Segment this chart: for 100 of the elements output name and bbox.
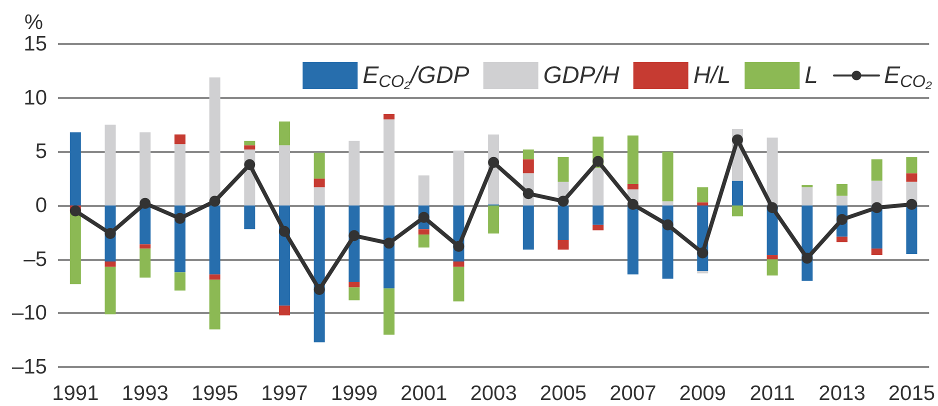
y-tick-label: 5 — [35, 140, 47, 164]
x-tick-label: 2005 — [540, 382, 587, 405]
point — [140, 198, 151, 209]
bar — [662, 152, 674, 202]
bar — [384, 114, 395, 120]
point — [314, 284, 325, 295]
bar — [766, 138, 778, 206]
y-tick-label: –5 — [24, 248, 47, 271]
point — [836, 214, 848, 225]
legend-label: H/L — [693, 62, 731, 89]
point — [488, 156, 500, 168]
bar — [209, 77, 220, 206]
point — [592, 156, 604, 167]
bar — [244, 145, 256, 150]
bar — [906, 173, 918, 182]
bar — [697, 202, 708, 206]
x-tick-label: 2001 — [400, 382, 448, 405]
bar — [209, 280, 220, 330]
bar — [174, 144, 186, 206]
x-tick-label: 1993 — [122, 382, 168, 405]
point — [766, 202, 778, 214]
bar — [592, 206, 604, 225]
bar — [314, 206, 325, 342]
point — [522, 188, 534, 200]
bar — [766, 255, 778, 260]
bar — [732, 206, 743, 216]
x-tick-label: 1999 — [330, 382, 378, 405]
point — [418, 212, 430, 223]
bar — [662, 201, 674, 206]
bar — [174, 134, 186, 144]
point — [662, 219, 674, 230]
y-tick-label: 0 — [35, 194, 47, 217]
bar — [104, 266, 116, 314]
bar — [627, 184, 638, 190]
point — [104, 228, 116, 239]
y-tick-label: 15 — [24, 32, 47, 56]
point — [279, 226, 290, 237]
point — [174, 212, 186, 224]
bar — [104, 124, 116, 206]
bar — [522, 206, 534, 250]
bar — [488, 206, 500, 234]
y-tick-label: –10 — [12, 302, 47, 325]
bar — [209, 206, 220, 274]
bar — [384, 288, 395, 335]
bar — [766, 259, 778, 276]
bar — [453, 266, 464, 302]
x-tick-label: 2003 — [470, 382, 517, 405]
bar — [627, 136, 638, 184]
bar — [314, 152, 325, 179]
bar — [384, 119, 395, 206]
point — [627, 198, 638, 210]
bar — [697, 187, 708, 202]
bar — [278, 122, 290, 146]
bar — [104, 261, 116, 267]
bar — [140, 244, 151, 249]
bar — [418, 229, 430, 235]
bar — [627, 206, 638, 274]
x-tick-label: 1997 — [261, 382, 308, 405]
x-tick-label: 2015 — [888, 382, 936, 405]
bar — [418, 175, 430, 206]
bar — [522, 150, 534, 160]
x-tick-label: 1995 — [191, 382, 238, 405]
bar — [418, 234, 430, 248]
x-tick-label: 2011 — [750, 382, 795, 405]
bar — [558, 240, 569, 250]
point — [558, 196, 569, 207]
bar — [278, 306, 290, 316]
bar — [906, 206, 918, 254]
bar — [871, 180, 882, 206]
bar — [836, 196, 848, 206]
bar — [278, 145, 290, 206]
bar — [871, 248, 882, 256]
point — [802, 252, 813, 264]
point — [70, 205, 81, 216]
bar — [906, 157, 918, 174]
bar — [348, 140, 360, 206]
x-tick-label: 2013 — [818, 382, 866, 405]
bar — [522, 159, 534, 174]
bar — [453, 150, 464, 206]
bar — [209, 274, 220, 280]
bar — [348, 282, 360, 288]
y-tick-label: –15 — [12, 356, 47, 378]
x-tick-label: 2007 — [610, 382, 656, 405]
x-tick-label: 1991 — [52, 382, 99, 405]
bar — [70, 210, 81, 284]
bar — [836, 236, 848, 242]
bar — [592, 168, 604, 206]
bar — [140, 132, 151, 206]
bar — [453, 261, 464, 267]
bar — [244, 140, 256, 146]
legend-label: L — [804, 62, 818, 89]
x-tick-label: 2009 — [679, 382, 726, 405]
bar — [732, 180, 743, 206]
point — [871, 202, 882, 214]
bar — [314, 187, 325, 206]
bar — [244, 206, 256, 230]
bar — [871, 159, 882, 181]
legend-label: GDP/H — [543, 62, 620, 89]
bar — [140, 248, 151, 278]
bar — [70, 132, 81, 206]
